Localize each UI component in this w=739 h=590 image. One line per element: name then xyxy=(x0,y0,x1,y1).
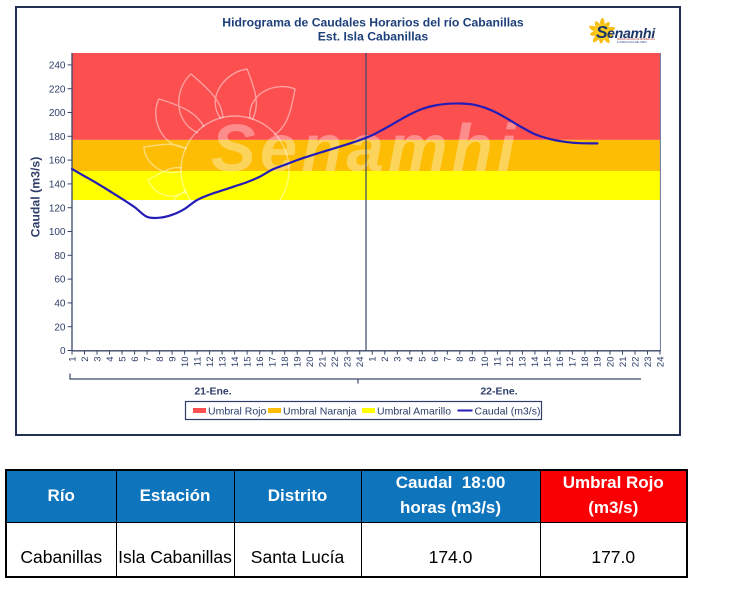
svg-text:Est. Isla Cabanillas: Est. Isla Cabanillas xyxy=(318,30,429,44)
svg-text:15: 15 xyxy=(543,357,554,368)
svg-text:16: 16 xyxy=(555,357,566,368)
svg-text:5: 5 xyxy=(418,357,429,362)
svg-text:7: 7 xyxy=(142,357,153,362)
svg-text:11: 11 xyxy=(493,357,504,367)
svg-text:20: 20 xyxy=(605,357,616,368)
svg-text:24: 24 xyxy=(655,357,666,368)
svg-text:14: 14 xyxy=(530,357,541,368)
svg-text:16: 16 xyxy=(255,357,266,368)
svg-text:enamhi: enamhi xyxy=(607,26,656,42)
svg-text:14: 14 xyxy=(230,357,241,368)
svg-text:17: 17 xyxy=(268,357,279,368)
svg-text:Hidrograma de Caudales Horario: Hidrograma de Caudales Horarios del río … xyxy=(222,16,524,30)
svg-text:Caudal (m3/s): Caudal (m3/s) xyxy=(29,157,43,238)
svg-text:200: 200 xyxy=(49,108,66,119)
svg-text:12: 12 xyxy=(505,357,516,368)
svg-text:6: 6 xyxy=(130,357,141,362)
svg-text:7: 7 xyxy=(443,357,454,362)
svg-text:22: 22 xyxy=(330,357,341,368)
svg-text:3: 3 xyxy=(92,357,103,362)
svg-text:19: 19 xyxy=(293,357,304,368)
svg-text:1: 1 xyxy=(67,357,78,362)
svg-text:40: 40 xyxy=(54,299,66,310)
svg-text:100: 100 xyxy=(49,227,66,238)
svg-text:80: 80 xyxy=(54,251,66,262)
svg-text:180: 180 xyxy=(49,132,66,143)
svg-text:3: 3 xyxy=(393,357,404,362)
svg-text:20: 20 xyxy=(305,357,316,368)
svg-text:11: 11 xyxy=(192,357,203,367)
svg-text:22-Ene.: 22-Ene. xyxy=(480,386,517,398)
svg-text:21: 21 xyxy=(618,357,629,368)
svg-text:10: 10 xyxy=(480,357,491,368)
svg-text:12: 12 xyxy=(205,357,216,368)
svg-text:120: 120 xyxy=(49,203,66,214)
svg-text:13: 13 xyxy=(217,357,228,368)
svg-text:20: 20 xyxy=(54,322,66,333)
svg-text:Senamhi: Senamhi xyxy=(211,111,520,186)
svg-text:15: 15 xyxy=(242,357,253,368)
svg-text:160: 160 xyxy=(49,156,66,167)
svg-text:Umbral Rojo: Umbral Rojo xyxy=(208,406,267,418)
svg-text:23: 23 xyxy=(343,357,354,368)
svg-text:10: 10 xyxy=(180,357,191,368)
svg-text:0: 0 xyxy=(60,346,66,357)
svg-text:21: 21 xyxy=(318,357,329,368)
svg-text:2: 2 xyxy=(380,357,391,362)
svg-text:21-Ene.: 21-Ene. xyxy=(194,386,231,398)
svg-text:60: 60 xyxy=(54,275,66,286)
svg-text:22: 22 xyxy=(630,357,641,368)
svg-text:8: 8 xyxy=(155,357,166,362)
svg-text:E HIDROLOGIA DEL PERU: E HIDROLOGIA DEL PERU xyxy=(617,40,647,44)
svg-text:240: 240 xyxy=(49,61,66,72)
svg-text:5: 5 xyxy=(117,357,128,362)
svg-text:140: 140 xyxy=(49,180,66,191)
svg-text:1: 1 xyxy=(368,357,379,362)
svg-text:2: 2 xyxy=(80,357,91,362)
svg-text:220: 220 xyxy=(49,84,66,95)
svg-text:18: 18 xyxy=(580,357,591,368)
svg-text:9: 9 xyxy=(167,357,178,362)
svg-text:17: 17 xyxy=(568,357,579,368)
svg-text:4: 4 xyxy=(405,357,416,362)
svg-text:24: 24 xyxy=(355,357,366,368)
svg-text:4: 4 xyxy=(105,357,116,362)
svg-text:Caudal (m3/s): Caudal (m3/s) xyxy=(475,406,541,418)
svg-text:9: 9 xyxy=(468,357,479,362)
svg-text:18: 18 xyxy=(280,357,291,368)
svg-text:S: S xyxy=(596,22,608,42)
svg-text:19: 19 xyxy=(593,357,604,368)
svg-text:6: 6 xyxy=(430,357,441,362)
svg-text:SERVICIO NACIONAL DE METEOROLO: SERVICIO NACIONAL DE METEOROLOGIA xyxy=(617,37,655,41)
svg-text:13: 13 xyxy=(518,357,529,368)
svg-text:Umbral Naranja: Umbral Naranja xyxy=(283,406,357,418)
svg-text:8: 8 xyxy=(455,357,466,362)
svg-text:23: 23 xyxy=(643,357,654,368)
svg-text:Umbral Amarillo: Umbral Amarillo xyxy=(377,406,451,418)
